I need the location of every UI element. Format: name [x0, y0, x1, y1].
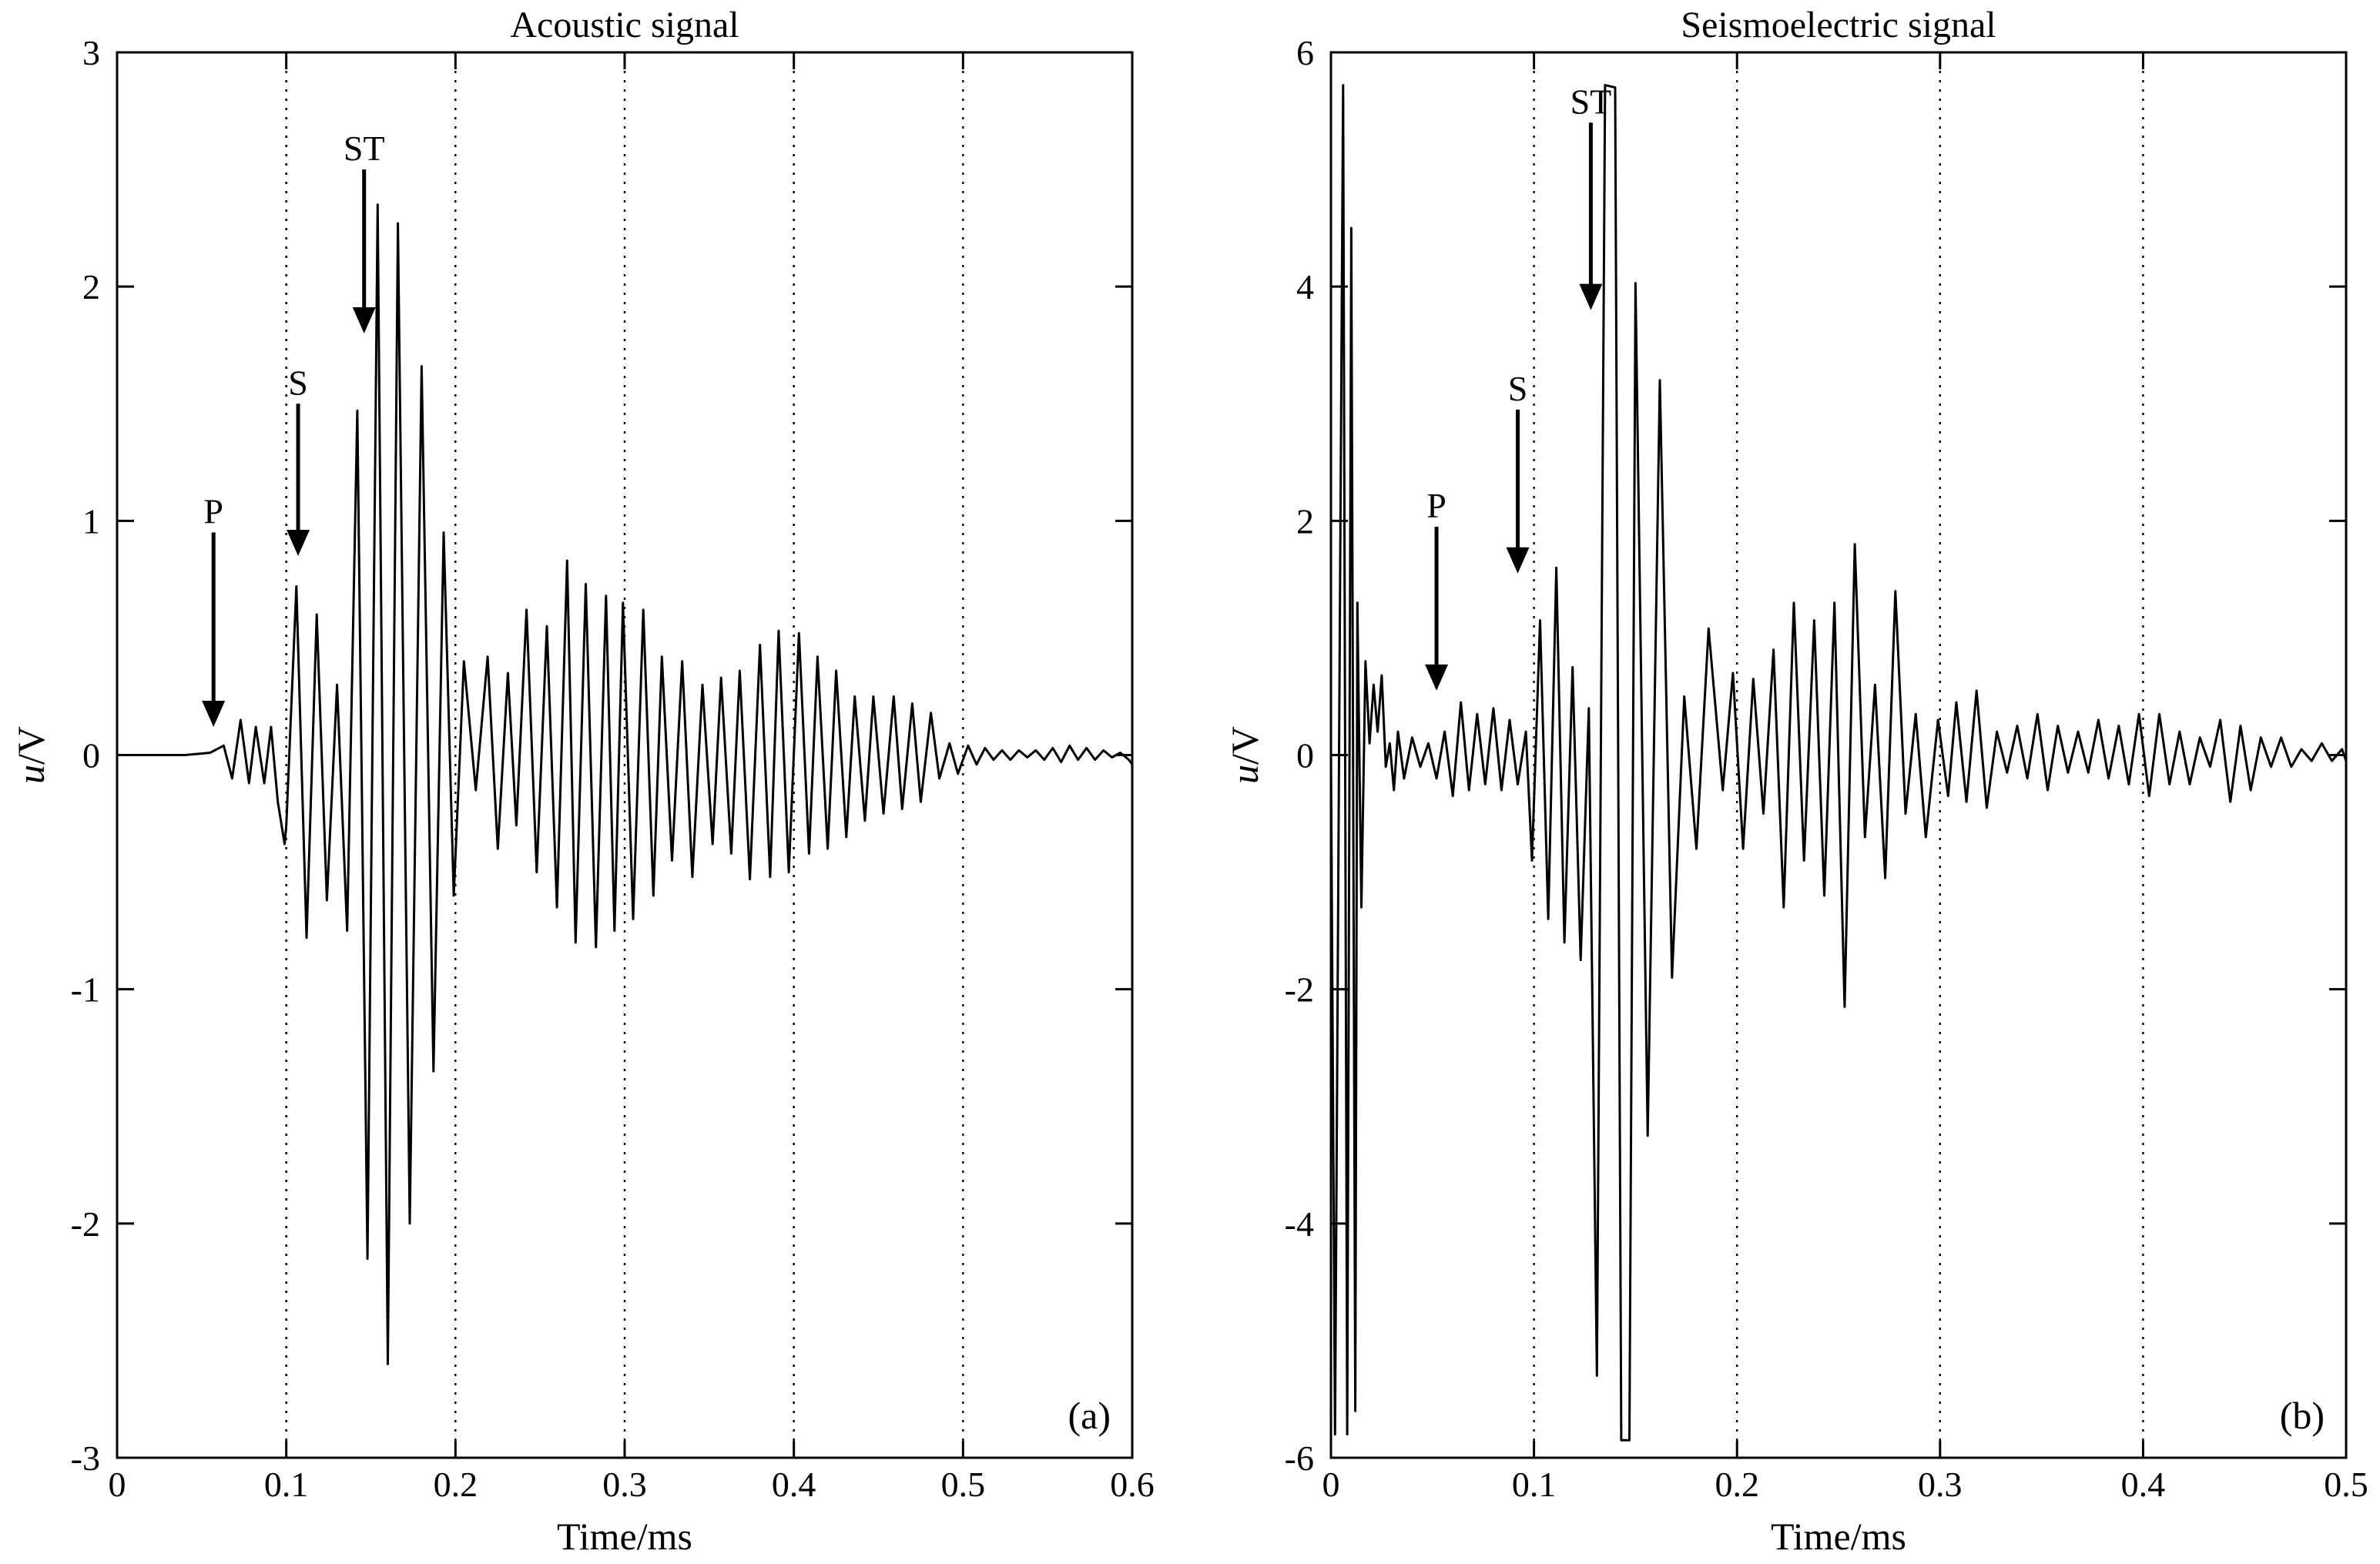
panel-seismoelectric: 0 0.1 0.2 0.3 0.4 0.5 -6 -4 -2 0 2 4 6 Seismoelectric… [1223, 5, 2368, 1558]
y-axis-label-unit: /V [1223, 726, 1266, 765]
x-tick-label: 0 [109, 1465, 126, 1504]
x-tick-label: 0.1 [1512, 1465, 1557, 1504]
x-tick-label: 0.4 [772, 1465, 816, 1504]
y-tick-label: -6 [1285, 1438, 1314, 1478]
y-tick-label: 2 [1296, 501, 1314, 541]
chart-title: Seismoelectric signal [1681, 5, 1996, 45]
panel-label: (b) [2280, 1394, 2325, 1437]
panel-acoustic: 0 0.1 0.2 0.3 0.4 0.5 0.6 -3 -2 -1 0 1 2 3 Acoustic si… [9, 5, 1155, 1558]
arrow-label: S [288, 363, 308, 402]
y-tick-label: -2 [71, 1204, 100, 1244]
chart-title: Acoustic signal [510, 5, 739, 45]
x-tick-label: 0.1 [264, 1465, 309, 1504]
y-tick-label: 4 [1296, 267, 1314, 306]
y-axis-label-unit: /V [9, 726, 52, 765]
panel-label: (a) [1068, 1394, 1111, 1437]
arrow-label: P [1426, 486, 1446, 525]
x-axis-label: Time/ms [1771, 1515, 1906, 1558]
arrow-head [352, 307, 376, 333]
y-tick-label: 1 [82, 501, 100, 541]
y-tick-label: -4 [1285, 1204, 1314, 1244]
x-tick-label: 0.5 [2324, 1465, 2368, 1504]
x-tick-label: 0.5 [941, 1465, 986, 1504]
arrow-head [202, 701, 226, 727]
x-tick-label: 0.2 [1715, 1465, 1759, 1504]
x-axis-label: Time/ms [557, 1515, 692, 1558]
arrow-label: P [203, 492, 223, 531]
arrow-label: S [1508, 369, 1528, 408]
x-tick-label: 0.2 [434, 1465, 478, 1504]
x-tick-label: 0.4 [2121, 1465, 2166, 1504]
x-tick-label: 0 [1322, 1465, 1340, 1504]
x-tick-label: 0.3 [1918, 1465, 1963, 1504]
y-axis-label: u/V [9, 726, 52, 784]
y-tick-label: 2 [82, 267, 100, 306]
arrow-head [1506, 547, 1530, 574]
y-tick-label: -1 [71, 970, 100, 1010]
y-tick-label: -2 [1285, 970, 1314, 1010]
arrow-head [287, 529, 310, 556]
y-axis-label-var: u [9, 765, 52, 784]
y-tick-label: 0 [1296, 736, 1314, 775]
series-line [1329, 84, 2348, 1442]
x-tick-label: 0.6 [1110, 1465, 1155, 1504]
arrow-head [1425, 664, 1449, 691]
y-tick-label: -3 [71, 1438, 100, 1478]
x-tick-label: 0.3 [602, 1465, 647, 1504]
y-axis-label: u/V [1223, 726, 1266, 784]
arrow-head [1579, 283, 1603, 310]
y-axis-label-var: u [1223, 765, 1266, 784]
series-line [117, 203, 1134, 1365]
y-tick-label: 3 [82, 33, 100, 72]
y-tick-label: 6 [1296, 33, 1314, 72]
y-tick-label: 0 [82, 736, 100, 775]
arrow-label: ST [1570, 82, 1612, 121]
arrow-label: ST [344, 129, 385, 168]
